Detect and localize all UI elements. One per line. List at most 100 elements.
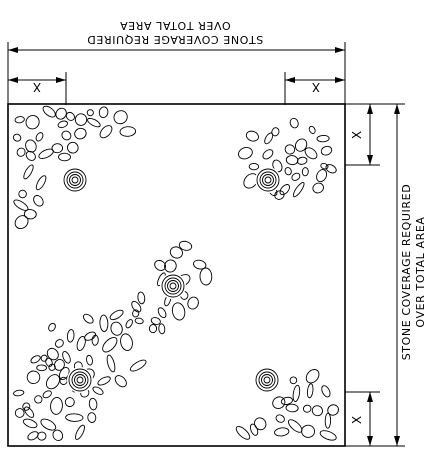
stone xyxy=(65,111,75,121)
stone xyxy=(106,354,116,373)
stone xyxy=(12,133,22,142)
stone xyxy=(74,113,88,126)
stone xyxy=(274,190,285,200)
stone xyxy=(86,354,93,366)
stone xyxy=(97,376,111,386)
stone xyxy=(249,423,259,436)
stone xyxy=(305,369,320,384)
stone xyxy=(53,359,65,371)
stone xyxy=(285,155,299,166)
stone xyxy=(284,167,292,176)
target-marker-ring xyxy=(263,376,271,384)
stone xyxy=(55,107,67,120)
stone xyxy=(148,324,158,334)
stone xyxy=(35,132,44,142)
stone xyxy=(187,296,199,310)
stone xyxy=(87,412,97,423)
target-marker-ring xyxy=(167,280,179,292)
stone xyxy=(37,431,47,441)
stone xyxy=(13,199,29,211)
stone xyxy=(169,246,183,259)
target-marker-ring xyxy=(259,171,277,189)
stone xyxy=(154,259,166,271)
top-label-line1: STONE COVERAGE REQUIRED xyxy=(87,33,264,46)
stone-fill xyxy=(12,105,339,441)
area-boundary xyxy=(7,103,346,447)
right-label-line1: STONE COVERAGE REQUIRED xyxy=(400,184,413,361)
target-markers xyxy=(62,167,281,393)
stone xyxy=(25,115,40,130)
stone xyxy=(262,149,274,160)
stone xyxy=(46,347,59,361)
stone xyxy=(321,385,331,398)
stone xyxy=(22,402,31,411)
dim-x-top-right: X xyxy=(312,80,320,94)
stone xyxy=(294,138,308,152)
stone xyxy=(284,144,296,155)
stone xyxy=(86,109,94,117)
stone xyxy=(272,396,286,409)
stone xyxy=(51,143,64,154)
stone xyxy=(50,396,63,415)
stone xyxy=(235,426,251,440)
stone xyxy=(35,175,47,191)
stone xyxy=(62,351,71,364)
stone xyxy=(248,162,260,171)
stone xyxy=(16,147,26,157)
target-marker-ring xyxy=(261,374,273,386)
stone xyxy=(131,300,142,313)
stone xyxy=(99,125,113,139)
stone xyxy=(285,403,299,413)
stone xyxy=(13,389,25,397)
target-marker-ring xyxy=(71,176,79,184)
stone xyxy=(84,331,97,341)
dim-x-right-top: X xyxy=(350,131,364,139)
stone xyxy=(264,132,274,145)
stone xyxy=(150,317,161,325)
stone xyxy=(253,417,267,431)
stone xyxy=(88,397,98,411)
stone xyxy=(65,413,84,422)
stone xyxy=(33,195,44,207)
stone xyxy=(102,336,118,353)
stone xyxy=(38,148,54,159)
stone xyxy=(48,363,56,371)
stone xyxy=(291,172,301,181)
stone xyxy=(24,406,35,418)
stone xyxy=(64,397,75,408)
stone xyxy=(75,424,85,440)
stone xyxy=(327,404,339,416)
stone xyxy=(14,408,25,418)
stone xyxy=(320,163,329,170)
target-marker-ring xyxy=(258,371,276,389)
stone xyxy=(30,355,41,364)
stone xyxy=(243,173,259,189)
target-marker-ring xyxy=(63,168,87,192)
stone xyxy=(320,145,333,156)
stone xyxy=(25,150,36,161)
stone xyxy=(27,431,39,441)
stone xyxy=(114,375,127,388)
target-marker-ring xyxy=(69,174,81,186)
stone xyxy=(40,354,48,362)
stone xyxy=(87,117,101,128)
stone xyxy=(274,427,290,437)
stone xyxy=(18,189,27,199)
target-marker-ring xyxy=(262,174,274,186)
target-marker-ring xyxy=(66,171,84,189)
stone xyxy=(25,139,37,153)
right-label-line2: OVER TOTAL AREA xyxy=(414,216,427,327)
stone xyxy=(125,319,133,329)
stone xyxy=(14,116,25,124)
stone xyxy=(199,267,213,286)
stone xyxy=(113,110,128,125)
stone xyxy=(109,309,124,321)
stone xyxy=(301,424,316,438)
stone xyxy=(129,359,147,372)
stone xyxy=(245,130,259,142)
stone xyxy=(275,414,285,423)
stone xyxy=(302,404,312,413)
stone xyxy=(48,322,56,332)
stone xyxy=(193,259,207,270)
